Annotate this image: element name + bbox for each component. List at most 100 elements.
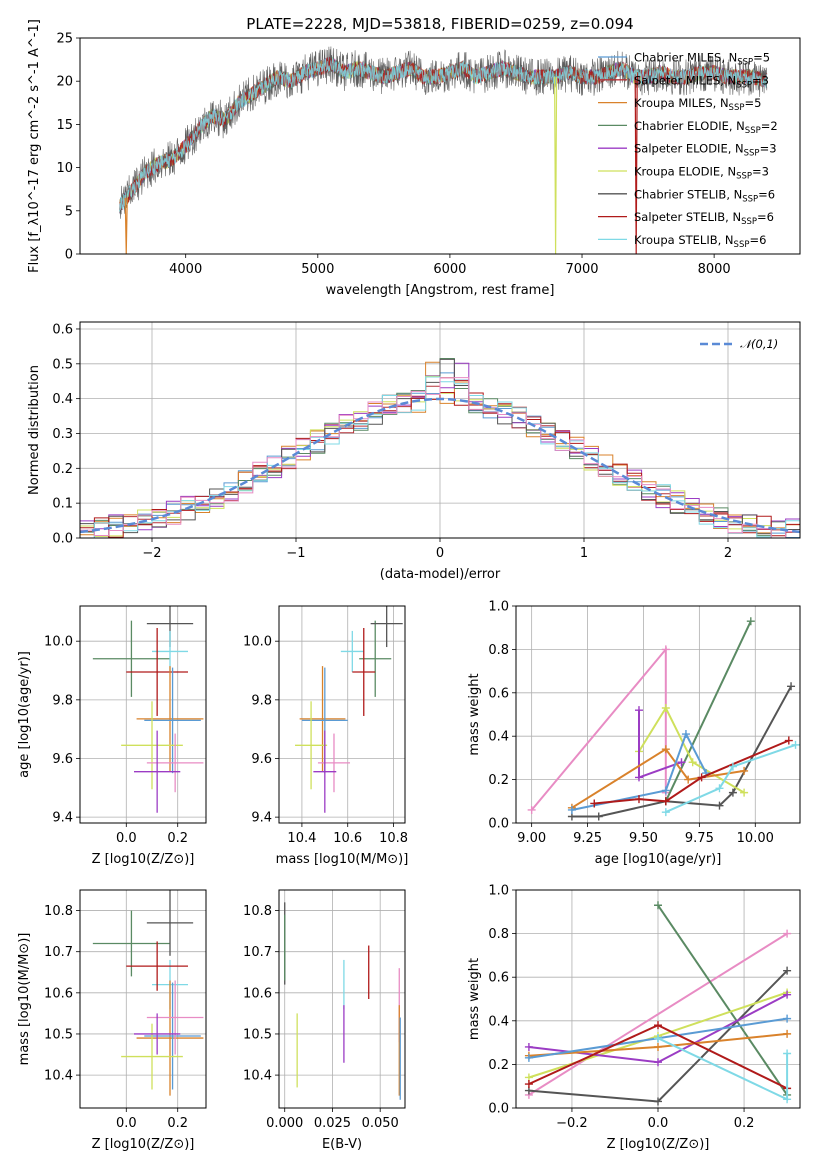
y-tick-label: 10.6: [243, 986, 272, 1001]
y-tick-label: 1.0: [488, 600, 509, 615]
weight-marker: [634, 773, 643, 782]
weights_vs_age-frame: [515, 605, 801, 824]
weight-marker: [524, 1053, 533, 1062]
y-axis-label: mass [log10(M/M⊙)]: [17, 933, 32, 1066]
y-tick-label: 9.6: [52, 752, 73, 767]
y-tick-label: 10.8: [243, 904, 272, 919]
legend-entry: 𝒩(0,1): [740, 337, 778, 351]
weight-marker: [661, 703, 670, 712]
weight-marker: [590, 799, 599, 808]
residuals-axes: −2 −1 0 1 2 0.0 0.1 0.2 0.3 0.4 0.5 0.6 (data-model)…: [27, 321, 801, 582]
x-tick-label: 0.0: [116, 831, 137, 846]
errorbar-point: [317, 733, 351, 793]
x-tick-label: 4000: [169, 262, 202, 277]
x-tick-label: −0.2: [556, 1116, 588, 1131]
y-tick-label: 10.4: [44, 1069, 73, 1084]
y-tick-label: 9.4: [251, 811, 272, 826]
y-tick-label: 0.8: [488, 927, 509, 942]
x-axis-label: E(B-V): [322, 1137, 362, 1152]
age_vs_Z-axes: 0.0 0.2 9.4 9.6 9.8 10.0 Z [log10(Z/Z⊙)] age [l…: [17, 605, 207, 867]
weight-marker: [791, 740, 800, 749]
errorbar-point: [313, 730, 337, 813]
weight-marker: [524, 1042, 533, 1051]
y-tick-label: 0.0: [488, 817, 509, 832]
errorbar-point: [136, 980, 204, 1096]
mass_vs_ebv-plot-area: [284, 902, 401, 1100]
weight-marker: [634, 795, 643, 804]
errorbar-point: [359, 620, 392, 697]
x-tick-label: 0.2: [167, 831, 188, 846]
y-tick-label: 10.6: [44, 986, 73, 1001]
y-tick-label: 9.6: [251, 752, 272, 767]
weight-series-line: [571, 685, 792, 818]
weight-marker: [783, 1014, 792, 1023]
errorbar-point: [295, 701, 328, 790]
x-tick-label: 9.25: [573, 831, 602, 846]
y-tick-label: 1.0: [488, 884, 509, 899]
x-tick-label: 0.050: [362, 1116, 399, 1131]
weight-series: [661, 740, 800, 817]
residuals-plot-area: [80, 358, 800, 538]
weight-series: [524, 929, 792, 1099]
y-tick-label: 0.0: [488, 1102, 509, 1117]
errorbar-point: [146, 733, 204, 793]
spectrum-series-line: [119, 57, 768, 212]
weight-series: [634, 706, 686, 782]
errorbar-point: [144, 667, 201, 774]
mass_vs_ebv-frame: [278, 889, 406, 1109]
y-tick-label: 0.2: [52, 462, 73, 477]
weight-marker: [681, 730, 690, 739]
y-tick-label: 10.7: [44, 945, 73, 960]
legend-entry: Kroupa MILES, NSSP=5: [634, 96, 761, 113]
x-tick-label: 9.50: [629, 831, 658, 846]
y-tick-label: 0.1: [52, 497, 73, 512]
y-tick-label: 20: [56, 75, 73, 90]
weight-marker: [654, 901, 662, 910]
weight-marker: [661, 786, 670, 795]
x-axis-label: (data-model)/error: [380, 567, 501, 582]
weight-marker: [524, 1080, 533, 1089]
weight-marker: [654, 1097, 662, 1106]
x-tick-label: 8000: [698, 262, 731, 277]
x-tick-label: 1: [580, 546, 588, 561]
weights_vs_age-axes: 9.00 9.25 9.50 9.75 10.00 0.0 0.2 0.4 0.6 0.8 1.0 a…: [467, 600, 801, 867]
mass_vs_Z-axes: 0.0 0.2 10.4 10.5 10.6 10.7 10.8 Z [log10(Z/Z⊙)…: [17, 889, 207, 1152]
subplots: 4000 5000 6000 7000 80000510152025wavelength…: [17, 19, 801, 1152]
weight-marker: [715, 801, 724, 810]
errorbar-point: [152, 630, 188, 672]
x-tick-label: 0.0: [648, 1116, 669, 1131]
spectrum-legend: Chabrier MILES, NSSP=5 Salpeter MILES, NS…: [598, 51, 778, 250]
weight-marker: [783, 1029, 792, 1038]
weight-marker: [634, 706, 643, 715]
x-tick-label: 7000: [565, 262, 598, 277]
weight-series-line: [665, 743, 796, 814]
weight-series: [654, 1034, 792, 1104]
weight-marker: [783, 1049, 792, 1058]
age_vs_mass-frame: [278, 605, 406, 824]
y-tick-label: 0.2: [488, 1058, 509, 1073]
weight-series-line: [657, 904, 788, 1096]
weight-marker: [787, 682, 796, 691]
legend-entry: Chabrier STELIB, NSSP=6: [634, 187, 775, 204]
y-tick-label: 0: [65, 248, 73, 263]
weight-marker: [661, 745, 670, 754]
weight-marker: [654, 1034, 662, 1043]
x-tick-label: 10.4: [287, 831, 316, 846]
age_vs_Z-plot-area: [92, 606, 204, 813]
weight-marker: [740, 766, 749, 775]
y-tick-label: 5: [65, 204, 73, 219]
y-tick-label: 0.6: [488, 686, 509, 701]
weight-series: [524, 1029, 792, 1060]
x-axis-label: age [log10(age/yr)]: [595, 852, 722, 867]
normal-curve-line: [80, 397, 800, 534]
age_vs_mass-plot-area: [295, 606, 403, 813]
legend-entry: Salpeter MILES, NSSP=3: [634, 73, 769, 90]
x-tick-label: −2: [142, 546, 161, 561]
weight-marker: [567, 805, 576, 814]
weight-marker: [654, 1042, 662, 1051]
spectrum-frame: [79, 37, 801, 255]
weight-marker: [715, 784, 724, 793]
x-axis-label: Z [log10(Z/Z⊙)]: [92, 1137, 195, 1152]
legend-entry: Kroupa ELODIE, NSSP=3: [634, 165, 769, 182]
x-tick-label: 2: [724, 546, 732, 561]
